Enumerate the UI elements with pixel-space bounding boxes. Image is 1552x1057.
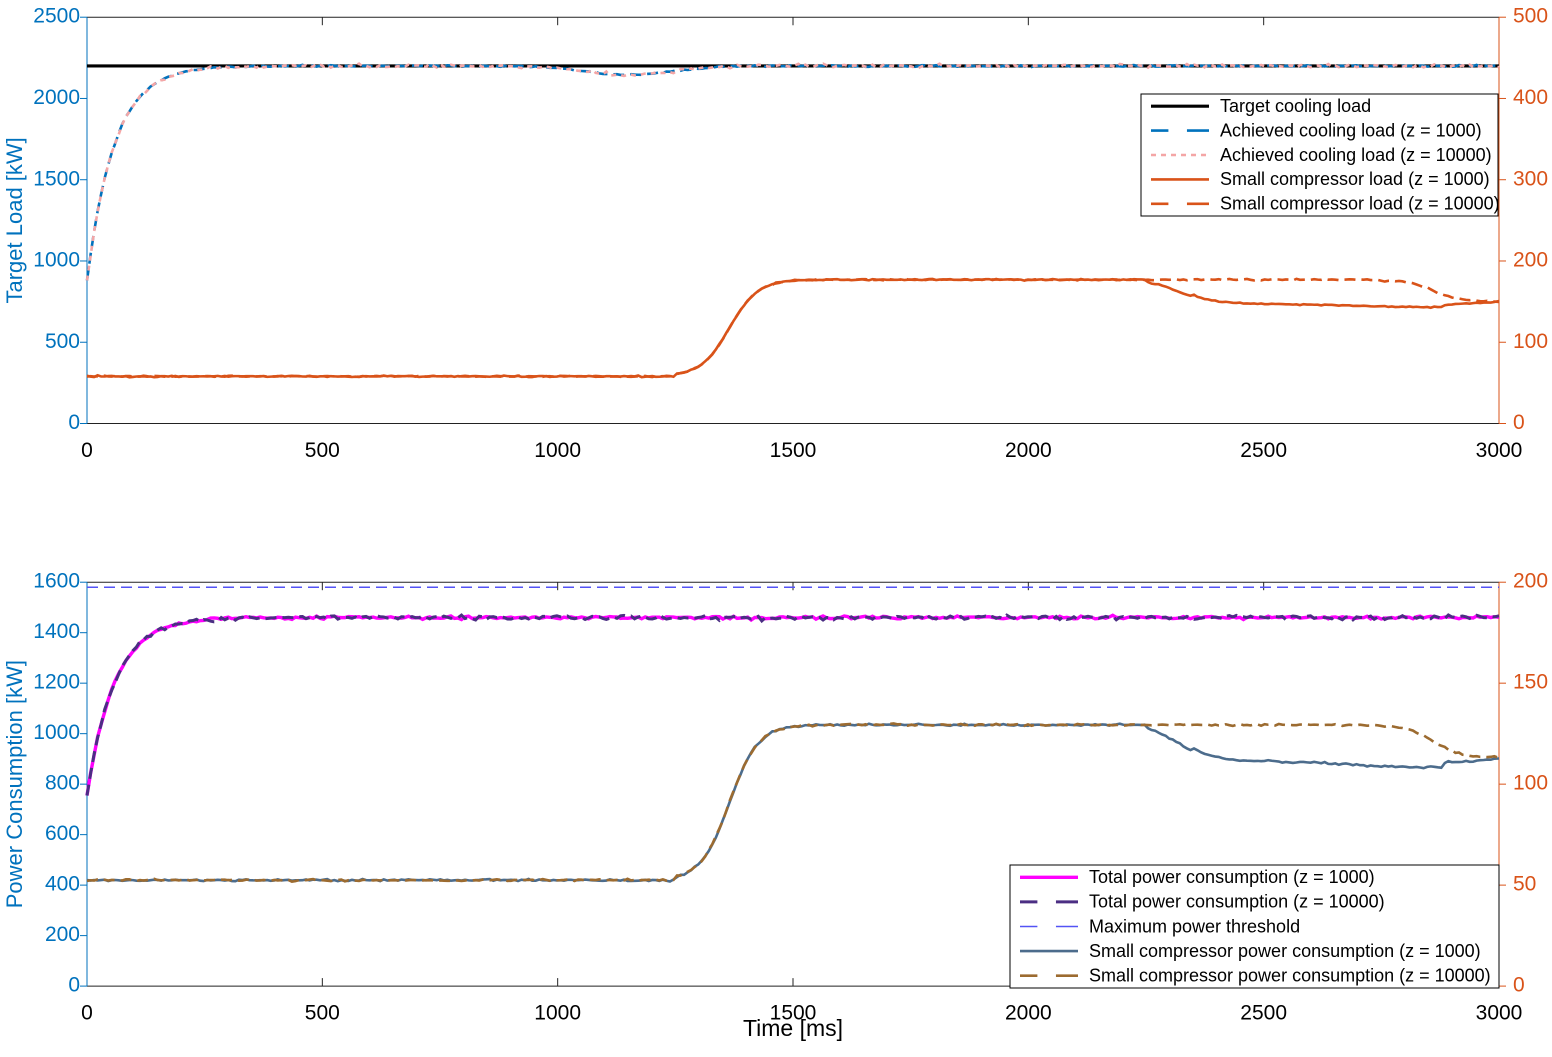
svg-text:3000: 3000	[1476, 1002, 1523, 1025]
svg-text:150: 150	[1513, 671, 1548, 694]
svg-text:0: 0	[81, 439, 93, 462]
svg-text:400: 400	[45, 873, 80, 896]
svg-text:400: 400	[1513, 86, 1548, 109]
svg-text:500: 500	[305, 1002, 340, 1025]
svg-text:1400: 1400	[33, 620, 80, 643]
svg-text:1600: 1600	[33, 570, 80, 593]
svg-text:0: 0	[1513, 411, 1525, 434]
svg-text:1000: 1000	[534, 439, 581, 462]
svg-text:2500: 2500	[1240, 1002, 1287, 1025]
svg-text:50: 50	[1513, 873, 1536, 896]
svg-text:Power Consumption [kW]: Power Consumption [kW]	[2, 660, 27, 908]
svg-text:Achieved cooling load (z = 100: Achieved cooling load (z = 10000)	[1220, 145, 1492, 165]
svg-text:500: 500	[45, 330, 80, 353]
svg-text:1500: 1500	[770, 439, 817, 462]
svg-text:2000: 2000	[1005, 1002, 1052, 1025]
svg-text:200: 200	[1513, 570, 1548, 593]
svg-text:2000: 2000	[33, 86, 80, 109]
svg-text:0: 0	[81, 1002, 93, 1025]
svg-text:500: 500	[1513, 5, 1548, 28]
svg-text:Small compressor load (z = 100: Small compressor load (z = 1000)	[1220, 169, 1490, 189]
svg-text:1000: 1000	[534, 1002, 581, 1025]
svg-text:2500: 2500	[1240, 439, 1287, 462]
svg-text:500: 500	[305, 439, 340, 462]
svg-text:800: 800	[45, 772, 80, 795]
svg-text:1500: 1500	[33, 167, 80, 190]
svg-text:Achieved cooling load (z = 100: Achieved cooling load (z = 1000)	[1220, 120, 1482, 140]
svg-text:3000: 3000	[1476, 439, 1523, 462]
svg-text:1000: 1000	[33, 721, 80, 744]
svg-text:600: 600	[45, 822, 80, 845]
svg-text:Total power consumption (z = 1: Total power consumption (z = 10000)	[1089, 892, 1385, 912]
svg-text:100: 100	[1513, 772, 1548, 795]
svg-text:1200: 1200	[33, 671, 80, 694]
svg-text:Total power consumption (z = 1: Total power consumption (z = 1000)	[1089, 867, 1375, 887]
svg-text:2000: 2000	[1005, 439, 1052, 462]
svg-text:0: 0	[68, 411, 80, 434]
svg-text:200: 200	[1513, 249, 1548, 272]
svg-text:100: 100	[1513, 330, 1548, 353]
svg-text:0: 0	[1513, 974, 1525, 997]
svg-text:2500: 2500	[33, 5, 80, 28]
svg-text:1000: 1000	[33, 249, 80, 272]
svg-text:Small compressor power consump: Small compressor power consumption (z = …	[1089, 965, 1491, 985]
svg-text:300: 300	[1513, 167, 1548, 190]
svg-text:Target Load [kW]: Target Load [kW]	[2, 137, 27, 303]
svg-text:Maximum power threshold: Maximum power threshold	[1089, 916, 1300, 936]
svg-text:Small compressor load (z = 100: Small compressor load (z = 10000)	[1220, 194, 1500, 214]
svg-text:200: 200	[45, 923, 80, 946]
svg-text:Time [ms]: Time [ms]	[743, 1015, 843, 1041]
svg-text:Target cooling load: Target cooling load	[1220, 96, 1371, 116]
svg-text:Small compressor power consump: Small compressor power consumption (z = …	[1089, 941, 1481, 961]
svg-text:0: 0	[68, 974, 80, 997]
